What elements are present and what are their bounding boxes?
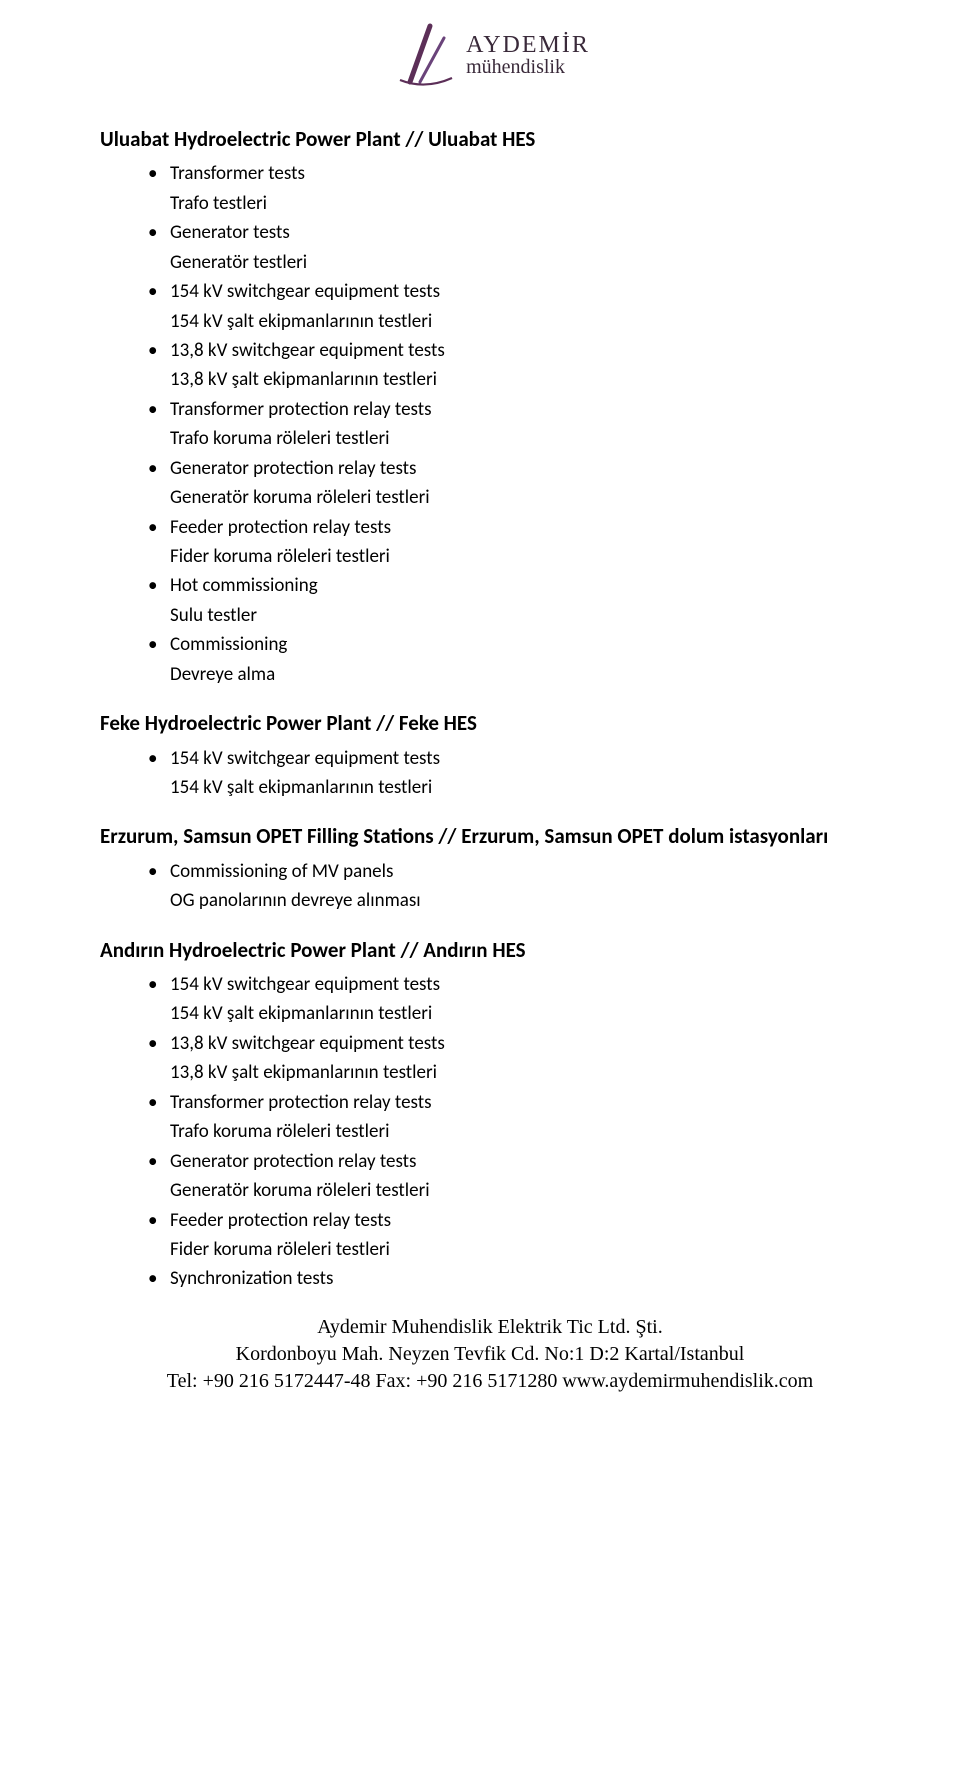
list-item-tr: 13,8 kV şalt ekipmanlarının testleri	[170, 368, 437, 391]
list-item-en: Transformer protection relay tests	[170, 398, 432, 421]
list-item-en: Transformer tests	[170, 162, 305, 185]
list-item-tr: Generatör koruma röleleri testleri	[170, 486, 430, 509]
list-item-en: Commissioning of MV panels	[170, 860, 393, 883]
list-item-tr: Trafo koruma röleleri testleri	[170, 1120, 389, 1143]
list-item-tr: Fider koruma röleleri testleri	[170, 545, 390, 568]
list-item-en: Transformer protection relay tests	[170, 1091, 432, 1114]
list-item-en: Synchronization tests	[170, 1267, 333, 1290]
section-items: 154 kV switchgear equipment tests 154 kV …	[100, 744, 880, 803]
list-item: Generator tests Generatör testleri	[148, 218, 880, 277]
list-item: 154 kV switchgear equipment tests 154 kV …	[148, 277, 880, 336]
list-item: 154 kV switchgear equipment tests 154 kV …	[148, 744, 880, 803]
list-item-en: 154 kV switchgear equipment tests	[170, 280, 440, 303]
list-item-en: Feeder protection relay tests	[170, 1209, 391, 1232]
list-item-en: Commissioning	[170, 633, 287, 656]
page: AYDEMİR mühendislik Uluabat Hydroelectri…	[0, 0, 960, 1415]
list-item: 154 kV switchgear equipment tests 154 kV …	[148, 970, 880, 1029]
list-item-tr: 154 kV şalt ekipmanlarının testleri	[170, 310, 432, 333]
list-item-en: 154 kV switchgear equipment tests	[170, 747, 440, 770]
list-item-tr: 154 kV şalt ekipmanlarının testleri	[170, 1002, 432, 1025]
list-item-tr: Trafo testleri	[170, 192, 267, 215]
logo-line2: mühendislik	[466, 57, 565, 77]
list-item-tr: 154 kV şalt ekipmanlarının testleri	[170, 776, 432, 799]
list-item: Transformer tests Trafo testleri	[148, 159, 880, 218]
logo: AYDEMİR mühendislik	[390, 20, 590, 90]
list-item: Hot commissioning Sulu testler	[148, 571, 880, 630]
section-title: Erzurum, Samsun OPET Filling Stations //…	[100, 822, 880, 850]
list-item-tr: Generatör testleri	[170, 251, 307, 274]
list-item-en: Generator protection relay tests	[170, 1150, 416, 1173]
list-item-en: 154 kV switchgear equipment tests	[170, 973, 440, 996]
logo-icon	[390, 20, 460, 90]
logo-block: AYDEMİR mühendislik	[100, 20, 880, 95]
list-item-tr: Fider koruma röleleri testleri	[170, 1238, 390, 1261]
list-item-en: Hot commissioning	[170, 574, 318, 597]
list-item: 13,8 kV switchgear equipment tests 13,8 k…	[148, 1029, 880, 1088]
list-item: Generator protection relay tests Generatö…	[148, 454, 880, 513]
section-title: Andırın Hydroelectric Power Plant // And…	[100, 936, 880, 964]
section-items: 154 kV switchgear equipment tests 154 kV …	[100, 970, 880, 1294]
list-item: Commissioning Devreye alma	[148, 630, 880, 689]
list-item-tr: Devreye alma	[170, 663, 275, 686]
section-title: Uluabat Hydroelectric Power Plant // Ulu…	[100, 125, 880, 153]
list-item-tr: Sulu testler	[170, 604, 257, 627]
list-item: Commissioning of MV panels OG panolarının…	[148, 857, 880, 916]
list-item-tr: OG panolarının devreye alınması	[170, 889, 421, 912]
list-item: Transformer protection relay tests Trafo …	[148, 395, 880, 454]
list-item-en: 13,8 kV switchgear equipment tests	[170, 1032, 445, 1055]
list-item: Feeder protection relay tests Fider korum…	[148, 1206, 880, 1265]
footer-contact: Tel: +90 216 5172447-48 Fax: +90 216 517…	[100, 1368, 880, 1395]
list-item-tr: Trafo koruma röleleri testleri	[170, 427, 389, 450]
list-item-tr: Generatör koruma röleleri testleri	[170, 1179, 430, 1202]
list-item: Generator protection relay tests Generatö…	[148, 1147, 880, 1206]
section-items: Commissioning of MV panels OG panolarının…	[100, 857, 880, 916]
section-title: Feke Hydroelectric Power Plant // Feke H…	[100, 709, 880, 737]
list-item-en: Generator tests	[170, 221, 290, 244]
list-item: 13,8 kV switchgear equipment tests 13,8 k…	[148, 336, 880, 395]
logo-line1: AYDEMİR	[466, 33, 590, 57]
list-item: Transformer protection relay tests Trafo …	[148, 1088, 880, 1147]
list-item: Feeder protection relay tests Fider korum…	[148, 513, 880, 572]
section-items: Transformer tests Trafo testleri Generator…	[100, 159, 880, 689]
logo-text: AYDEMİR mühendislik	[466, 33, 590, 77]
sections-container: Uluabat Hydroelectric Power Plant // Ulu…	[100, 125, 880, 1294]
list-item-tr: 13,8 kV şalt ekipmanlarının testleri	[170, 1061, 437, 1084]
list-item-en: 13,8 kV switchgear equipment tests	[170, 339, 445, 362]
footer: Aydemir Muhendislik Elektrik Tic Ltd. Şt…	[100, 1314, 880, 1395]
list-item-en: Generator protection relay tests	[170, 457, 416, 480]
footer-address: Kordonboyu Mah. Neyzen Tevfik Cd. No:1 D…	[100, 1341, 880, 1368]
list-item: Synchronization tests	[148, 1264, 880, 1293]
footer-company: Aydemir Muhendislik Elektrik Tic Ltd. Şt…	[100, 1314, 880, 1341]
list-item-en: Feeder protection relay tests	[170, 516, 391, 539]
